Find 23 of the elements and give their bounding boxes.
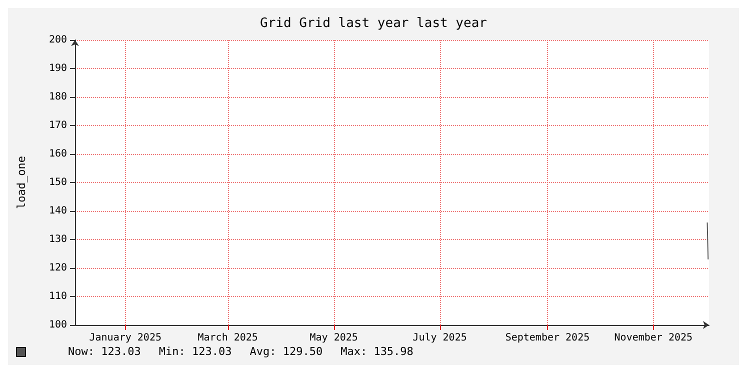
y-tick-label: 170 <box>48 120 67 131</box>
x-tick-label: March 2025 <box>198 332 258 344</box>
y-axis-title: load_one <box>15 156 28 209</box>
y-tick-label: 160 <box>48 148 67 160</box>
y-tick-label: 100 <box>48 320 67 330</box>
y-tick-label: 150 <box>48 177 67 188</box>
text: Max: 135.98 <box>340 345 414 358</box>
text: Min: 123.03 <box>158 345 232 358</box>
y-tick-label: 180 <box>48 92 67 102</box>
text: Avg: 129.50 <box>250 345 323 358</box>
x-tick-label: January 2025 <box>89 332 162 344</box>
chart-title: Grid Grid last year last year <box>260 16 488 31</box>
y-tick-label: 130 <box>48 234 67 245</box>
y-tick-label: 190 <box>48 63 67 74</box>
y-tick-label: 120 <box>48 262 67 274</box>
y-tick-label: 110 <box>48 291 67 302</box>
x-tick-label: May 2025 <box>310 332 358 344</box>
text: Now: 123.03 <box>68 345 141 358</box>
y-tick-label: 200 <box>48 34 67 46</box>
y-tick-label: 140 <box>48 206 67 216</box>
x-tick-label: July 2025 <box>412 332 467 344</box>
x-tick-label: September 2025 <box>505 332 590 344</box>
x-tick-label: November 2025 <box>614 332 693 344</box>
